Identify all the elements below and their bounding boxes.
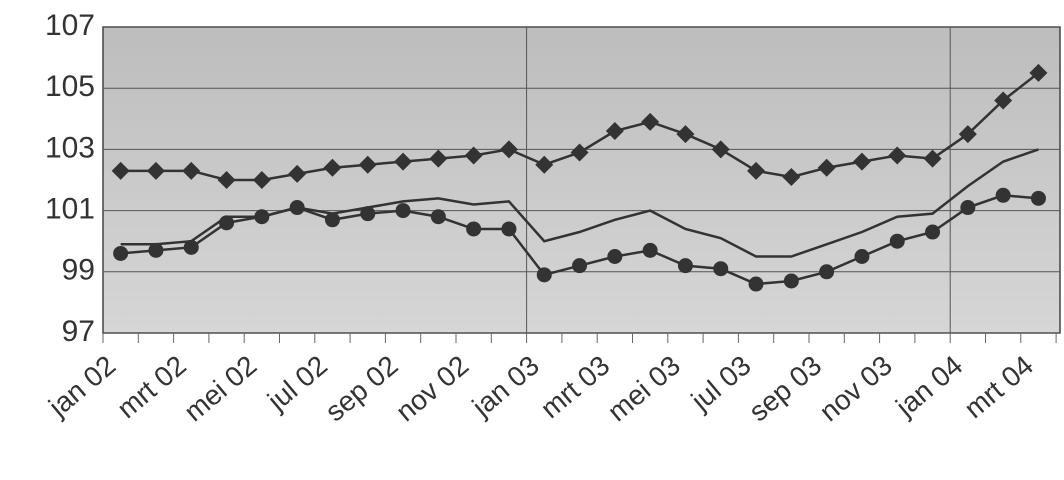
y-tick-label: 105 [45, 70, 95, 103]
x-tick-label: mrt 04 [958, 350, 1039, 425]
marker [852, 152, 871, 171]
x-tick-label: mrt 02 [111, 350, 192, 425]
marker [217, 171, 236, 189]
marker [394, 152, 413, 171]
marker [572, 258, 588, 274]
marker [254, 209, 270, 225]
marker [994, 91, 1013, 110]
x-tick-label: mrt 03 [535, 350, 616, 425]
marker [748, 276, 764, 292]
marker [429, 149, 448, 168]
marker [360, 206, 376, 222]
marker [1030, 190, 1046, 206]
marker [923, 149, 942, 168]
y-tick-label: 97 [62, 315, 95, 348]
marker [642, 242, 658, 258]
marker [570, 143, 589, 162]
marker [288, 164, 307, 183]
marker [464, 146, 483, 165]
marker [183, 239, 199, 255]
y-tick-label: 99 [62, 254, 95, 287]
x-tick-label: jan 04 [889, 350, 968, 423]
marker [466, 221, 482, 237]
marker [323, 158, 342, 177]
marker [782, 167, 801, 186]
marker [1029, 63, 1048, 82]
marker [747, 161, 766, 180]
marker [889, 233, 905, 249]
y-tick-label: 107 [45, 9, 95, 42]
marker [676, 125, 695, 144]
marker [111, 161, 130, 180]
marker [854, 249, 870, 264]
x-tick-label: sep 02 [319, 350, 403, 428]
marker [501, 221, 517, 237]
marker [430, 209, 446, 225]
marker [960, 200, 976, 216]
marker [536, 267, 552, 283]
marker [958, 125, 977, 144]
marker [324, 212, 340, 228]
marker [182, 161, 201, 180]
x-tick-label: mei 03 [602, 350, 686, 428]
marker [535, 155, 554, 174]
y-tick-label: 103 [45, 131, 95, 164]
x-tick-label: sep 03 [743, 350, 827, 428]
x-tick-label: nov 03 [814, 350, 898, 428]
x-tick-label: jan 03 [466, 350, 545, 423]
marker [219, 215, 235, 231]
marker [395, 203, 411, 219]
marker [358, 155, 377, 174]
marker [888, 146, 907, 165]
marker [252, 171, 271, 189]
x-tick-label: jan 02 [42, 350, 121, 423]
marker [819, 264, 835, 280]
y-tick-label: 101 [45, 193, 95, 226]
marker [783, 273, 799, 289]
marker [925, 224, 941, 240]
marker [289, 200, 305, 216]
marker [713, 261, 729, 277]
marker [677, 258, 693, 274]
x-tick-label: mei 02 [178, 350, 262, 428]
marker [148, 242, 164, 258]
marker [499, 140, 518, 159]
marker [817, 158, 836, 177]
marker [641, 112, 660, 131]
marker [607, 249, 623, 264]
marker [995, 187, 1011, 203]
marker [113, 245, 129, 261]
marker [605, 122, 624, 141]
marker [711, 140, 730, 159]
marker [146, 161, 165, 180]
x-tick-label: nov 02 [390, 350, 474, 428]
